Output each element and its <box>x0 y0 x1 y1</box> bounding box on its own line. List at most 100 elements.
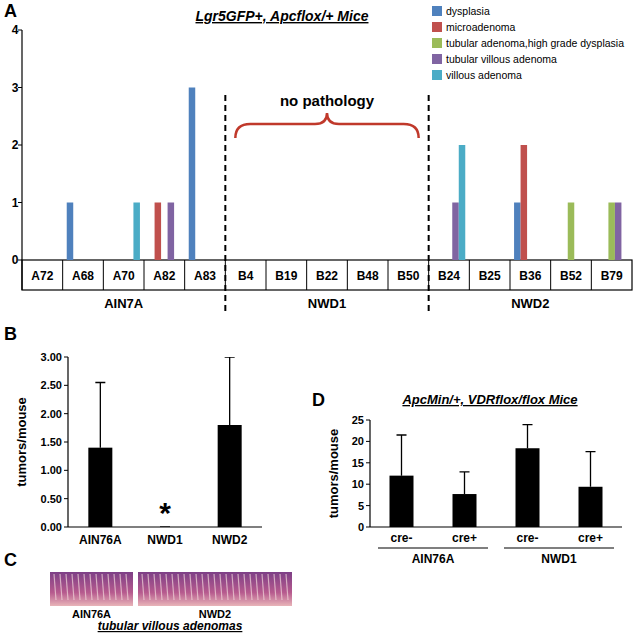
tissue-stripe <box>286 574 288 600</box>
y-tick <box>64 357 68 358</box>
bar <box>88 448 112 527</box>
bar <box>493 260 500 261</box>
x-tick-label: cre- <box>390 531 412 545</box>
tissue-stripe <box>120 574 122 600</box>
category-divider <box>306 260 307 290</box>
x-tick-label: NWD2 <box>212 533 248 547</box>
y-tick-label: 3 <box>12 81 19 95</box>
x-tick-label: AIN76A <box>79 533 122 547</box>
legend-swatch <box>432 54 442 64</box>
bar <box>208 260 215 261</box>
bar <box>46 260 53 261</box>
x-tick-label: cre+ <box>578 531 603 545</box>
bar <box>595 260 602 261</box>
tissue-stripe <box>184 574 186 600</box>
bar <box>255 260 262 261</box>
category-divider <box>103 260 104 290</box>
tissue-stripe <box>78 574 80 600</box>
bar <box>218 425 242 527</box>
x-tick-label: cre+ <box>452 531 477 545</box>
x-tick-label: B48 <box>357 269 379 283</box>
bar <box>114 260 121 261</box>
tissue-stripe <box>274 574 276 600</box>
bar <box>364 260 371 261</box>
tissue-stripe <box>90 574 92 600</box>
y-tick <box>64 413 68 414</box>
group-label: NWD1 <box>541 552 577 566</box>
tissue-stripe <box>54 574 56 600</box>
y-tick-label: 0.50 <box>41 493 62 505</box>
bar <box>270 260 277 261</box>
tissue-stripe <box>148 574 150 600</box>
bar <box>236 260 243 261</box>
panel-a: Lgr5GFP+, Apcflox/+ Mice01234A72A68A70A8… <box>12 5 632 312</box>
bar <box>433 260 440 261</box>
y-tick <box>18 145 22 146</box>
bar <box>330 260 337 261</box>
bar <box>516 448 540 527</box>
y-tick-label: 3.00 <box>41 351 62 363</box>
bar <box>290 260 297 261</box>
bar <box>453 494 477 527</box>
y-tick <box>64 470 68 471</box>
annotation: no pathology <box>280 92 375 109</box>
group-divider <box>428 95 430 312</box>
bar <box>249 260 256 261</box>
category-divider <box>184 260 185 290</box>
group-line <box>378 547 488 548</box>
panel-letter: B <box>4 324 17 344</box>
tissue-stripe <box>102 574 104 600</box>
error-bar <box>225 357 235 425</box>
legend-swatch <box>432 70 442 80</box>
bar <box>148 260 155 261</box>
bar <box>358 260 365 261</box>
group-label: AIN7A <box>104 296 144 311</box>
bar <box>514 203 521 261</box>
bar <box>107 260 114 261</box>
bar <box>67 203 74 261</box>
error-bar <box>397 435 407 476</box>
histology-image <box>50 572 133 606</box>
figure: ABCDLgr5GFP+, Apcflox/+ Mice01234A72A68A… <box>0 0 640 634</box>
panel-letter: C <box>4 550 17 570</box>
y-tick-label: 15 <box>352 457 364 469</box>
tissue-stripe <box>190 574 192 600</box>
bar <box>283 260 290 261</box>
title: Lgr5GFP+, Apcflox/+ Mice <box>196 8 369 24</box>
tissue-stripe <box>96 574 98 600</box>
tissue-stripe <box>256 574 258 600</box>
category-divider <box>266 260 267 290</box>
y-tick <box>366 420 370 421</box>
bar <box>574 260 581 261</box>
y-axis <box>21 30 22 290</box>
bar <box>229 260 236 261</box>
bar <box>33 260 40 261</box>
bar <box>561 260 568 261</box>
bar <box>133 203 140 261</box>
x-tick-label: NWD1 <box>147 533 183 547</box>
bar <box>439 260 446 261</box>
y-tick-label: 1 <box>12 196 19 210</box>
category-divider <box>388 260 389 290</box>
x-tick-label: A70 <box>113 269 135 283</box>
bar <box>215 260 222 261</box>
legend-label: microadenoma <box>446 21 516 33</box>
bar <box>52 260 59 261</box>
x-tick-label: B4 <box>238 269 254 283</box>
tissue-stripe <box>202 574 204 600</box>
panel-letter: D <box>312 390 325 410</box>
bar <box>527 260 534 261</box>
y-tick-label: 0.00 <box>41 521 62 533</box>
group-divider <box>224 95 226 312</box>
bar <box>568 203 575 261</box>
tissue-stripe <box>226 574 228 600</box>
tissue-stripe <box>142 574 144 600</box>
bar <box>80 260 87 261</box>
legend-label: tubular adenoma,high grade dysplasia <box>446 37 624 49</box>
bar <box>499 260 506 261</box>
error-bar <box>95 383 105 448</box>
tissue-stripe <box>244 574 246 600</box>
bar <box>480 260 487 261</box>
tissue-stripe <box>72 574 74 600</box>
tissue-stripe <box>178 574 180 600</box>
